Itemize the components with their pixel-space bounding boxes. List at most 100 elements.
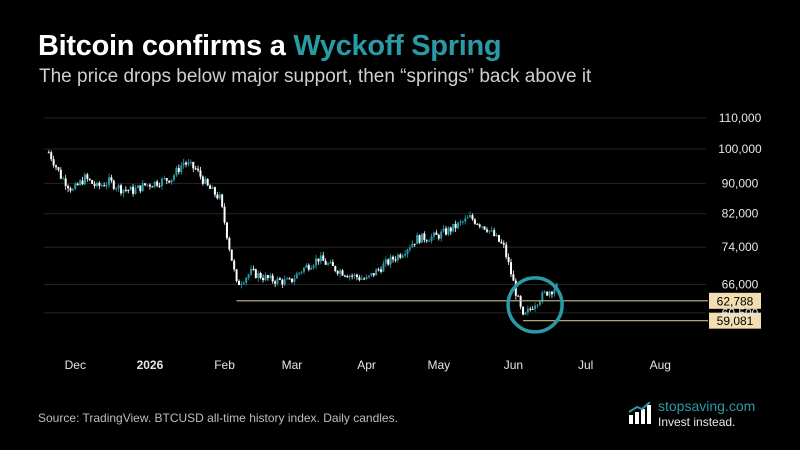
candle-body [538, 301, 541, 305]
candle-body [341, 270, 344, 276]
bar-chart-icon [628, 402, 651, 424]
candle-body [546, 291, 549, 296]
candle-body [322, 255, 325, 261]
candle-body [483, 226, 486, 230]
candle-body [360, 278, 363, 280]
candle-body [553, 289, 556, 295]
candle-body [199, 170, 202, 177]
candle-body [461, 221, 464, 223]
candle-body [93, 183, 96, 186]
candle-body [250, 268, 253, 275]
candle-body [485, 229, 488, 232]
source-note: Source: TradingView. BTCUSD all-time his… [38, 411, 398, 425]
y-tick-label: 60,500 [722, 306, 759, 320]
candle-body [59, 169, 62, 179]
candle-body [392, 256, 395, 260]
candle-body [233, 260, 236, 270]
chart-subtitle: The price drops below major support, the… [39, 66, 592, 87]
chart-title: Bitcoin confirms a Wyckoff Spring [38, 30, 502, 63]
candle-body [83, 174, 86, 185]
candle-body [497, 235, 500, 242]
candle-body [148, 184, 151, 187]
candle-body [271, 275, 274, 282]
candle-body [454, 223, 457, 229]
candle-body [211, 187, 214, 189]
brand-tagline: Invest instead. [658, 415, 736, 429]
candle-body [146, 184, 149, 186]
candle-body [315, 258, 318, 266]
y-tick-label: 100,000 [718, 142, 762, 156]
candle-body [185, 162, 188, 165]
candle-body [283, 279, 286, 285]
candle-body [384, 259, 387, 264]
candle-body [223, 206, 226, 223]
candle-body [425, 240, 428, 242]
candle-body [324, 260, 327, 265]
candle-body [437, 234, 440, 239]
candle-body [266, 275, 269, 278]
candle-body [252, 268, 255, 270]
candle-body [329, 262, 332, 264]
candle-body [91, 180, 94, 184]
candle-body [541, 292, 544, 302]
candle-body [247, 274, 250, 278]
candle-body [423, 233, 426, 241]
candle-body [230, 249, 233, 261]
brand-logo[interactable]: stopsaving.com Invest instead. [628, 398, 778, 430]
candle-body [512, 274, 515, 281]
candle-body [548, 291, 551, 296]
candle-body [522, 306, 525, 315]
candle-body [327, 263, 330, 265]
candle-body [401, 255, 404, 258]
candle-body [310, 267, 313, 270]
candle-body [50, 152, 53, 160]
x-tick-label: Dec [65, 358, 86, 372]
level-label: 59,081 [717, 314, 754, 328]
candle-body [245, 277, 248, 283]
candle-body [117, 185, 120, 189]
x-tick-label: May [427, 358, 450, 372]
x-tick-label: Jun [504, 358, 523, 372]
candle-body [432, 232, 435, 237]
candle-body [240, 283, 243, 286]
candle-body [180, 165, 183, 172]
candle-body [52, 159, 55, 166]
candle-body [136, 185, 139, 189]
candle-body [129, 186, 132, 191]
candle-body [163, 178, 166, 180]
candle-body [510, 262, 513, 275]
candle-body [411, 243, 414, 248]
candle-body [194, 168, 197, 170]
candle-body [107, 177, 110, 185]
candle-body [153, 181, 156, 187]
y-tick-label: 90,000 [722, 176, 759, 190]
candle-body [488, 230, 491, 232]
candle-body [197, 168, 200, 171]
candle-body [536, 304, 539, 306]
candle-body [69, 188, 72, 191]
candle-body [168, 180, 171, 183]
spring-circle [506, 276, 564, 334]
candle-body [144, 183, 147, 186]
candle-body [209, 185, 212, 189]
candle-body [286, 278, 289, 280]
candle-body [175, 167, 178, 176]
candle-body [165, 178, 168, 181]
candle-body [370, 273, 373, 276]
candle-body [151, 186, 154, 188]
title-accent: Wyckoff Spring [293, 30, 502, 62]
candle-body [228, 238, 231, 250]
level-label-bg [709, 292, 761, 309]
y-tick-label: 66,000 [722, 278, 759, 292]
candle-body [382, 263, 385, 272]
candle-body [225, 222, 228, 239]
candle-body [317, 258, 320, 262]
candle-body [237, 280, 240, 286]
candle-body [471, 215, 474, 220]
gridlines [44, 117, 706, 314]
candle-body [182, 162, 185, 166]
candle-body [526, 308, 529, 313]
candle-body [302, 267, 305, 272]
candle-body [206, 178, 209, 186]
candle-body [172, 175, 175, 180]
